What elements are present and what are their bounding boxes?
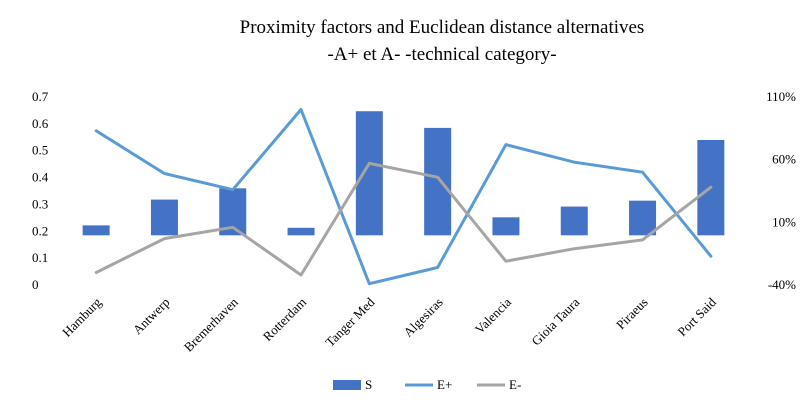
category-label: Gioia Taura (528, 294, 582, 348)
bar-s-hamburg (82, 225, 110, 236)
bar-s-rotterdam (287, 227, 315, 236)
left-tick-label: 0.2 (32, 223, 48, 238)
category-label: Hamburg (59, 294, 105, 340)
legend-label: E- (509, 377, 521, 392)
category-label: Rotterdam (260, 295, 309, 344)
left-axis: 0 0.1 0.2 0.3 0.4 0.5 0.6 0.7 (32, 89, 49, 292)
category-label: Valencia (472, 294, 514, 336)
bar-s-valencia (492, 217, 520, 236)
bar-series-s (82, 111, 725, 236)
bar-s-antwerp (150, 199, 178, 236)
left-tick-label: 0 (32, 277, 39, 292)
right-tick-label: 10% (772, 214, 796, 229)
chart-title-line2: -A+ et A- -technical category- (327, 44, 556, 65)
line-series (94, 108, 713, 286)
category-label: Bremerhaven (181, 294, 241, 354)
chart-title-line1: Proximity factors and Euclidean distance… (240, 17, 645, 38)
line-series-eplus (94, 108, 713, 286)
left-tick-label: 0.6 (32, 116, 49, 131)
category-label: Port Said (674, 294, 719, 339)
legend: S E+ E- (333, 377, 521, 392)
bar-s-gioia-taura (560, 206, 588, 236)
bar-s-piraeus (629, 200, 657, 236)
left-tick-label: 0.5 (32, 143, 48, 158)
category-label: Tanger Med (322, 294, 377, 349)
line-series-eminus (94, 161, 713, 277)
legend-label: E+ (437, 377, 452, 392)
legend-swatch-s (333, 380, 361, 390)
right-tick-label: -40% (768, 277, 796, 292)
category-label: Piraeus (613, 295, 651, 333)
right-tick-label: 60% (772, 152, 796, 167)
bar-s-tanger-med (355, 111, 383, 236)
category-label: Algesiras (400, 295, 445, 340)
left-tick-label: 0.4 (32, 170, 49, 185)
left-tick-label: 0.7 (32, 89, 49, 104)
left-tick-label: 0.1 (32, 250, 48, 265)
left-tick-label: 0.3 (32, 196, 48, 211)
category-axis: Hamburg Antwerp Bremerhaven Rotterdam Tanger… (59, 294, 719, 354)
legend-label: S (365, 377, 372, 392)
category-label: Antwerp (130, 295, 173, 338)
right-axis: -40% 10% 60% 110% (766, 89, 796, 292)
bar-s-algesiras (424, 127, 452, 236)
right-tick-label: 110% (766, 89, 796, 104)
